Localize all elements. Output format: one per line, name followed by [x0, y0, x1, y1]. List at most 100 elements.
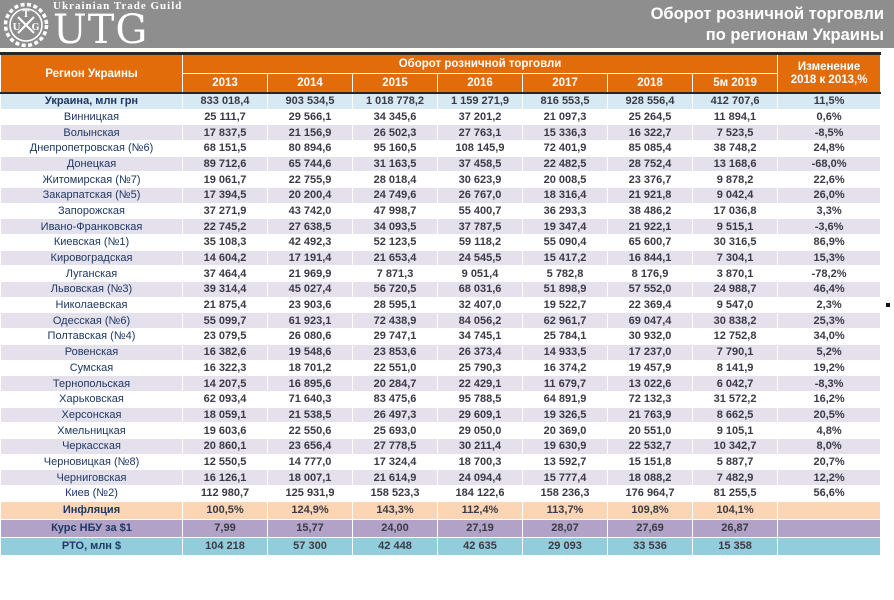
value-cell: 113,7% [522, 500, 608, 520]
value-cell: 22 482,5 [522, 155, 608, 173]
value-cell: 16 382,6 [182, 343, 268, 361]
year-header: 2017 [522, 73, 608, 94]
value-cell: 15 151,8 [607, 454, 693, 470]
value-cell: 17 191,4 [267, 249, 353, 267]
value-cell: 85 085,4 [607, 140, 693, 157]
value-cell: 22 532,7 [607, 437, 693, 455]
row-label: Днепропетровская (№6) [0, 140, 183, 157]
value-cell: 37 271,9 [182, 203, 268, 219]
value-cell: 833 018,4 [182, 92, 268, 110]
value-cell: 62 961,7 [522, 312, 608, 330]
value-cell: 17 394,5 [182, 186, 268, 204]
value-cell: 7 871,3 [352, 265, 438, 282]
value-cell: 65 744,6 [267, 155, 353, 173]
row-label: Волынская [0, 124, 183, 141]
row-label: Ровенская [0, 343, 183, 361]
value-cell: 61 923,1 [267, 312, 353, 330]
value-cell: 27,69 [607, 518, 693, 538]
value-cell: 9 878,2 [691, 171, 779, 188]
value-cell: 108 145,9 [437, 140, 523, 157]
value-cell: 22 550,6 [267, 422, 353, 439]
value-cell: 95 160,5 [352, 140, 438, 157]
value-cell: 19 457,9 [607, 360, 693, 376]
value-cell: 42 448 [352, 536, 438, 556]
value-cell: 21 875,4 [182, 297, 268, 313]
value-cell: 928 556,4 [607, 92, 693, 110]
rto-usd-row: РТО, млн $104 218 57 300 42 448 42 635 29 09… [0, 536, 882, 556]
value-cell: 17 324,4 [352, 454, 438, 470]
value-cell: 8 662,5 [691, 406, 779, 424]
value-cell: 33 536 [607, 536, 693, 556]
row-label: Харьковская [0, 391, 183, 408]
value-cell: 65 600,7 [607, 234, 693, 251]
value-cell: 29 566,1 [267, 109, 353, 125]
change-cell: 34,0% [777, 328, 882, 345]
value-cell: 34 745,1 [437, 328, 523, 345]
value-cell: 18 701,2 [267, 360, 353, 376]
value-cell: 21 097,3 [522, 109, 608, 125]
change-cell: 46,4% [777, 281, 882, 298]
brand-name: UTG [53, 6, 149, 53]
value-cell: 18 088,2 [607, 469, 693, 486]
value-cell: 26,87 [691, 518, 779, 538]
row-label: Киевская (№1) [0, 234, 183, 251]
value-cell: 27,19 [437, 518, 523, 538]
value-cell: 1 159 271,9 [437, 92, 523, 110]
value-cell: 816 553,5 [522, 92, 608, 110]
change-cell: -8,5% [777, 124, 882, 141]
value-cell: 81 255,5 [691, 485, 779, 502]
row-label: Черкасская [0, 437, 183, 455]
value-cell: 84 056,2 [437, 312, 523, 330]
value-cell: 55 099,7 [182, 312, 268, 330]
row-label: Житомирская (№7) [0, 171, 183, 188]
value-cell: 19 548,6 [267, 343, 353, 361]
value-cell: 23 903,6 [267, 297, 353, 313]
change-cell: 16,2% [777, 391, 882, 408]
row-label: Николаевская [0, 297, 183, 313]
value-cell: 28,07 [522, 518, 608, 538]
row-label: Одесская (№6) [0, 312, 183, 330]
value-cell: 37 787,5 [437, 218, 523, 235]
value-cell: 14 933,5 [522, 343, 608, 361]
value-cell: 8 141,9 [691, 360, 779, 376]
value-cell: 22 369,4 [607, 297, 693, 313]
region-row: Ивано-Франковская 22 745,2 27 638,5 34 093,… [0, 218, 882, 235]
value-cell: 51 898,9 [522, 281, 608, 298]
table-header: Регион Украины Оборот розничной торговли… [0, 52, 882, 94]
value-cell: 72 438,9 [352, 312, 438, 330]
value-cell: 43 742,0 [267, 203, 353, 219]
retail-turnover-table: Регион Украины Оборот розничной торговли… [0, 52, 882, 556]
region-row: Луганская 37 464,4 21 969,9 7 871,3 9 051,4 5… [0, 265, 882, 282]
value-cell: 80 894,6 [267, 140, 353, 157]
change-header-line2: 2018 к 2013,% [790, 73, 868, 86]
value-cell: 20 369,0 [522, 422, 608, 439]
region-row: Киев (№2) 112 980,7 125 931,9 158 523,3 184 … [0, 485, 882, 502]
stray-dot [886, 303, 890, 307]
value-cell: 20 200,4 [267, 186, 353, 204]
value-cell: 57 300 [267, 536, 353, 556]
value-cell: 35 108,3 [182, 234, 268, 251]
row-label: Львовская (№3) [0, 281, 183, 298]
value-cell: 34 093,5 [352, 218, 438, 235]
value-cell: 5 782,8 [522, 265, 608, 282]
change-cell: 15,3% [777, 249, 882, 267]
row-label: Винницкая [0, 109, 183, 125]
value-cell: 62 093,4 [182, 391, 268, 408]
region-row: Кировоградская 14 604,2 17 191,4 21 653,4 24… [0, 249, 882, 267]
value-cell: 21 156,9 [267, 124, 353, 141]
change-cell: 20,7% [777, 454, 882, 470]
change-cell: 3,3% [777, 203, 882, 219]
change-cell: 20,5% [777, 406, 882, 424]
value-cell: 55 400,7 [437, 203, 523, 219]
row-label: Полтавская (№4) [0, 328, 183, 345]
region-row: Полтавская (№4) 23 079,5 26 080,6 29 747,1 3… [0, 328, 882, 345]
nbu-rate-row: Курс НБУ за $1 7,99 15,77 24,00 27,19 28,07 27… [0, 518, 882, 538]
header-gap [0, 48, 894, 52]
change-cell: 26,0% [777, 186, 882, 204]
change-column-header: Изменение 2018 к 2013,% [777, 52, 882, 94]
value-cell: 903 534,5 [267, 92, 353, 110]
value-cell: 412 707,6 [691, 92, 779, 110]
value-cell: 26 502,3 [352, 124, 438, 141]
value-cell: 15 358 [691, 536, 779, 556]
value-cell: 3 870,1 [691, 265, 779, 282]
